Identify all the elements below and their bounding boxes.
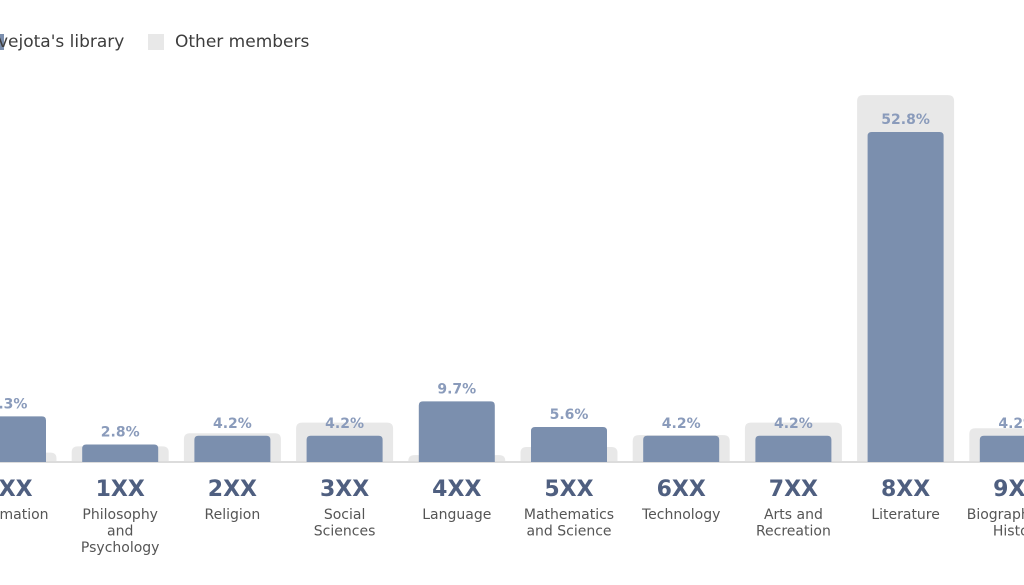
- legend: vejota's library Other members: [0, 0, 1024, 80]
- library-bar-4xx: [418, 401, 495, 462]
- value-label-5xx: 5.6%: [550, 407, 589, 423]
- category-code-0xx: 0XX: [0, 477, 33, 502]
- category-name-1xx: and: [107, 524, 133, 540]
- category-name-3xx: Sciences: [314, 524, 376, 540]
- value-label-1xx: 2.8%: [101, 425, 140, 441]
- value-label-2xx: 4.2%: [213, 416, 252, 432]
- value-label-3xx: 4.2%: [325, 416, 364, 432]
- category-name-7xx: Recreation: [756, 524, 831, 540]
- library-bar-2xx: [194, 435, 271, 462]
- category-code-8xx: 8XX: [881, 477, 930, 502]
- category-name-0xx: Information: [0, 507, 49, 523]
- library-bar-7xx: [755, 435, 832, 462]
- value-label-8xx: 52.8%: [881, 112, 930, 128]
- category-name-1xx: Philosophy: [82, 507, 158, 523]
- value-label-9xx: 4.2%: [998, 416, 1024, 432]
- library-bar-1xx: [82, 444, 159, 462]
- legend-swatch-others: [148, 34, 164, 50]
- legend-label-user: vejota's library: [0, 32, 125, 52]
- category-name-2xx: Religion: [205, 507, 261, 523]
- category-name-5xx: and Science: [526, 524, 611, 540]
- category-code-6xx: 6XX: [657, 477, 706, 502]
- category-code-1xx: 1XX: [96, 477, 145, 502]
- library-bar-0xx: [0, 416, 46, 462]
- library-bar-9xx: [979, 435, 1024, 462]
- value-label-0xx: 7.3%: [0, 396, 27, 412]
- category-code-4xx: 4XX: [432, 477, 481, 502]
- category-name-7xx: Arts and: [764, 507, 823, 523]
- category-name-9xx: Biography and: [967, 507, 1024, 523]
- category-code-2xx: 2XX: [208, 477, 257, 502]
- library-bar-5xx: [531, 427, 607, 462]
- category-code-5xx: 5XX: [544, 477, 593, 502]
- library-bar-3xx: [306, 435, 383, 462]
- category-code-7xx: 7XX: [769, 477, 818, 502]
- bar-labels: 7.3% 0XX Information 2.8% 1XX PhilosophyandPs…: [0, 112, 1024, 556]
- category-name-4xx: Language: [422, 507, 491, 523]
- library-bar-6xx: [643, 435, 720, 462]
- category-name-5xx: Mathematics: [524, 507, 614, 523]
- legend-swatch-user: [0, 34, 4, 50]
- category-code-9xx: 9XX: [993, 477, 1024, 502]
- category-name-3xx: Social: [324, 507, 366, 523]
- category-name-1xx: Psychology: [81, 540, 160, 556]
- value-label-4xx: 9.7%: [437, 381, 476, 397]
- value-label-6xx: 4.2%: [662, 416, 701, 432]
- category-code-3xx: 3XX: [320, 477, 369, 502]
- library-bars: [0, 132, 1024, 462]
- category-name-9xx: History: [993, 524, 1024, 540]
- legend-label-others: Other members: [175, 32, 310, 52]
- category-name-6xx: Technology: [641, 507, 720, 523]
- value-label-7xx: 4.2%: [774, 416, 813, 432]
- category-name-8xx: Literature: [871, 507, 940, 523]
- library-bar-8xx: [867, 132, 944, 462]
